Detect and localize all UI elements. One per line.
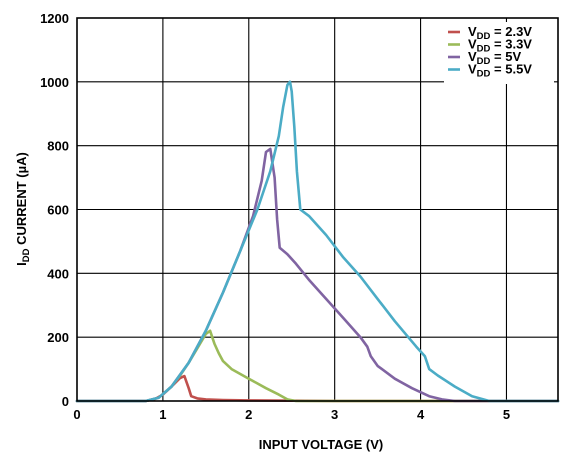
legend-label-2: VDD = 5V: [468, 49, 521, 67]
y-axis-label: IDD CURRENT (µA): [14, 152, 32, 266]
y-axis-label-rest: CURRENT (µA): [14, 152, 29, 248]
legend-label-1: VDD = 3.3V: [468, 37, 532, 55]
series-line-3: [75, 80, 560, 403]
x-axis-label: INPUT VOLTAGE (V): [259, 437, 383, 452]
y-axis-label-sub: DD: [21, 248, 32, 262]
legend-label-3: VDD = 5.5V: [468, 62, 532, 80]
x-tick-label: 4: [417, 407, 425, 422]
series-lines: [75, 80, 560, 403]
series-line-1: [75, 329, 560, 403]
y-tick-label: 1200: [40, 11, 69, 26]
y-axis-label-main: I: [14, 262, 29, 266]
x-tick-label: 3: [331, 407, 338, 422]
series-line-2: [75, 147, 560, 403]
series-line-0: [75, 374, 560, 403]
tick-labels: 0 1 2 3 4 5 0 200 400 600 800 1000 1200: [40, 11, 510, 422]
legend-label-0: VDD = 2.3V: [468, 24, 532, 42]
y-tick-label: 1000: [40, 75, 69, 90]
y-tick-label: 800: [47, 139, 69, 154]
x-tick-label: 2: [245, 407, 252, 422]
x-tick-label: 0: [73, 407, 80, 422]
y-tick-label: 200: [47, 330, 69, 345]
plot-frame: [76, 17, 559, 402]
y-tick-label: 600: [47, 203, 69, 218]
y-tick-label: 0: [62, 394, 69, 409]
legend-background: [444, 22, 554, 84]
x-tick-label: 5: [503, 407, 510, 422]
y-tick-label: 400: [47, 266, 69, 281]
x-tick-label: 1: [159, 407, 166, 422]
